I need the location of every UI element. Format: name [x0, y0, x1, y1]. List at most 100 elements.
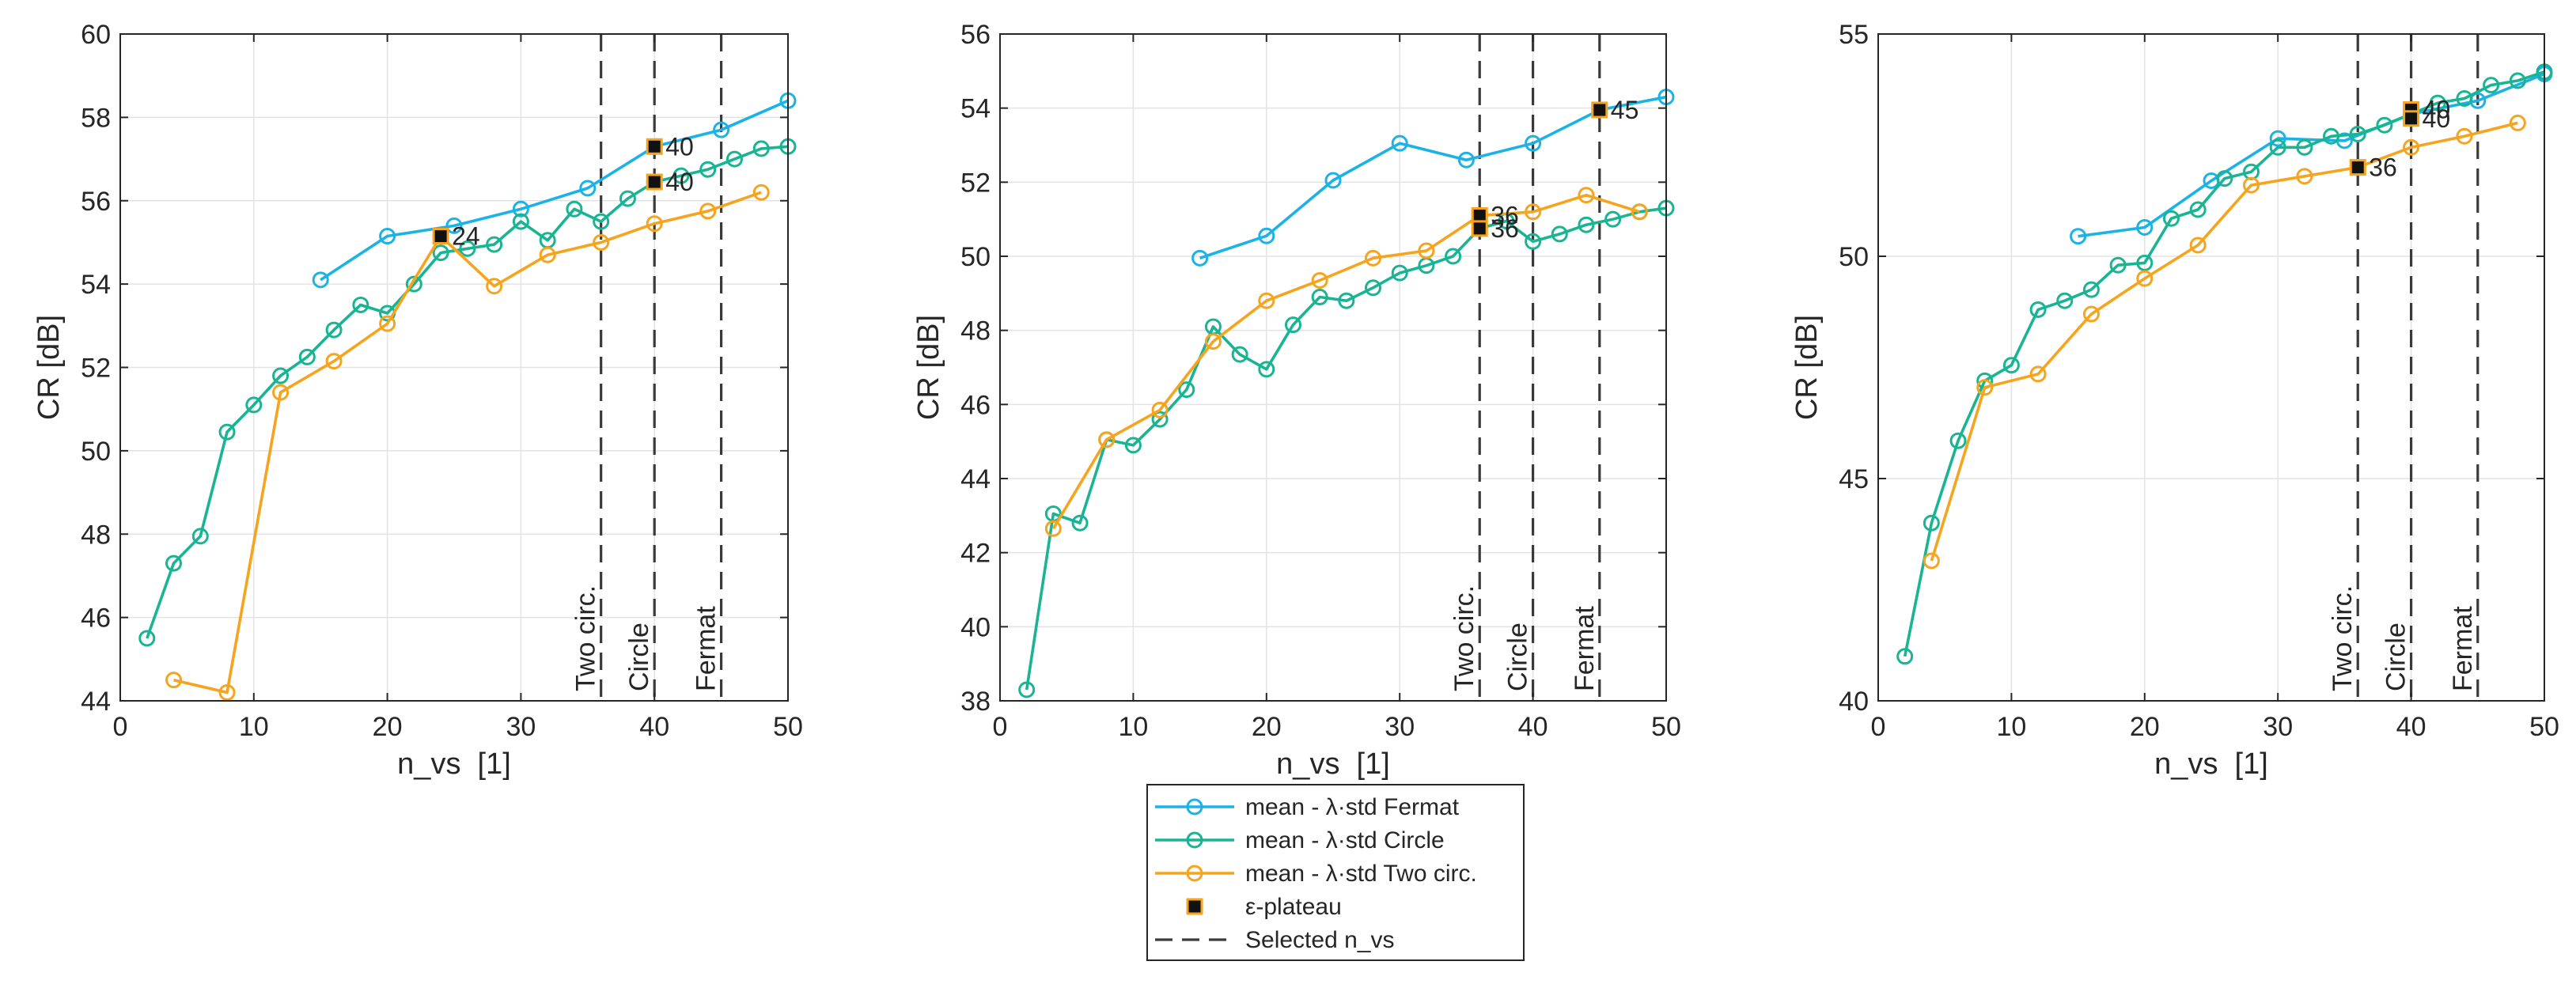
y-axis-label: CR [dB]: [1790, 315, 1824, 420]
data-point: [298, 348, 316, 365]
data-point: [379, 315, 396, 332]
y-tick-label: 44: [960, 464, 991, 494]
data-point: [272, 384, 290, 401]
plateau-label: 36: [2369, 153, 2397, 182]
data-point: [459, 240, 476, 257]
selected-nvs-label: Two circ.: [2328, 585, 2358, 691]
legend-label: mean - λ·std Fermat: [1245, 794, 1460, 820]
data-point: [1231, 346, 1248, 363]
y-tick-label: 55: [1839, 20, 1869, 50]
data-point: [672, 167, 690, 184]
data-point: [2136, 254, 2154, 271]
data-point: [325, 321, 343, 339]
x-axis-label: n_vs [1]: [1276, 747, 1390, 781]
data-point: [1391, 134, 1408, 152]
x-tick-label: 50: [1651, 712, 1681, 742]
legend-entry: mean - λ·std Fermat: [1155, 794, 1460, 820]
data-point: [1311, 289, 1328, 306]
data-point: [138, 630, 156, 647]
x-tick-label: 40: [639, 712, 669, 742]
plateau-label: 45: [1611, 96, 1639, 124]
y-tick-label: 38: [960, 687, 991, 717]
data-point: [646, 215, 663, 233]
plateau-label: 36: [1491, 214, 1519, 243]
data-point: [218, 423, 236, 441]
y-tick-label: 44: [81, 687, 111, 717]
data-point: [2296, 138, 2313, 156]
x-tick-label: 30: [506, 712, 536, 742]
data-point: [2109, 256, 2127, 274]
x-tick-label: 20: [2130, 712, 2160, 742]
data-point: [245, 396, 263, 414]
selected-nvs-label: Fermat: [1570, 606, 1600, 691]
data-point: [1258, 361, 1275, 378]
x-axis-label: n_vs [1]: [397, 747, 511, 781]
data-point: [1258, 227, 1275, 244]
legend-label: mean - λ·std Two circ.: [1245, 861, 1477, 887]
y-tick-label: 40: [1839, 687, 1869, 717]
data-point: [1044, 520, 1062, 537]
data-point: [1324, 172, 1342, 189]
selected-nvs-label: Fermat: [691, 606, 722, 691]
data-point: [1525, 203, 1542, 221]
y-tick-label: 60: [81, 20, 111, 50]
x-tick-label: 30: [2263, 712, 2293, 742]
data-point: [1365, 249, 1382, 267]
plateau-label: 40: [665, 168, 694, 196]
data-point: [1098, 431, 1116, 448]
legend-marker-swatch: [1186, 865, 1203, 882]
data-point: [2056, 292, 2074, 309]
data-point: [1018, 681, 1036, 698]
data-point: [272, 367, 290, 384]
x-axis-label: n_vs [1]: [2154, 747, 2268, 781]
x-tick-label: 0: [1871, 712, 1886, 742]
series-line-circle: [146, 145, 789, 639]
data-point: [1604, 210, 1622, 228]
x-tick-label: 40: [1518, 712, 1548, 742]
data-point: [2509, 114, 2526, 131]
data-point: [405, 275, 422, 293]
data-point: [1445, 248, 1462, 265]
data-point: [2349, 125, 2366, 142]
data-point: [2070, 228, 2087, 245]
y-axis-label: CR [dB]: [912, 315, 945, 420]
x-tick-label: 10: [1118, 712, 1148, 742]
data-point: [579, 180, 597, 197]
data-point: [2269, 130, 2286, 147]
x-tick-label: 20: [373, 712, 403, 742]
data-point: [1631, 203, 1648, 221]
legend-label: Selected n_vs: [1245, 927, 1394, 953]
data-point: [752, 140, 770, 157]
data-point: [486, 278, 503, 295]
data-point: [2456, 127, 2473, 145]
y-tick-label: 48: [81, 520, 111, 550]
data-point: [2509, 72, 2526, 89]
data-point: [2243, 176, 2260, 194]
series-line-two-circ: [1051, 193, 1640, 530]
data-point: [379, 228, 396, 245]
series-line-fermat: [1199, 95, 1667, 260]
y-tick-label: 58: [81, 103, 111, 133]
data-point: [2403, 138, 2420, 156]
y-tick-label: 50: [960, 242, 991, 272]
y-axis-label: CR [dB]: [32, 315, 66, 420]
series-line-circle: [1025, 206, 1667, 691]
y-tick-label: 52: [960, 168, 991, 198]
plot-area: [1878, 34, 2544, 701]
data-point: [1923, 552, 1940, 570]
y-tick-label: 54: [81, 270, 111, 300]
data-point: [2082, 281, 2100, 298]
data-point: [1071, 514, 1089, 532]
plateau-marker: [646, 173, 663, 191]
data-point: [2136, 270, 2154, 287]
plateau-label: 40: [2423, 104, 2451, 133]
y-tick-label: 54: [960, 94, 991, 124]
data-point: [486, 236, 503, 253]
data-point: [2189, 201, 2207, 218]
data-point: [325, 353, 343, 370]
selected-nvs-label: Two circ.: [571, 585, 601, 691]
legend-plateau-swatch: [1186, 898, 1203, 915]
data-point: [593, 233, 610, 251]
